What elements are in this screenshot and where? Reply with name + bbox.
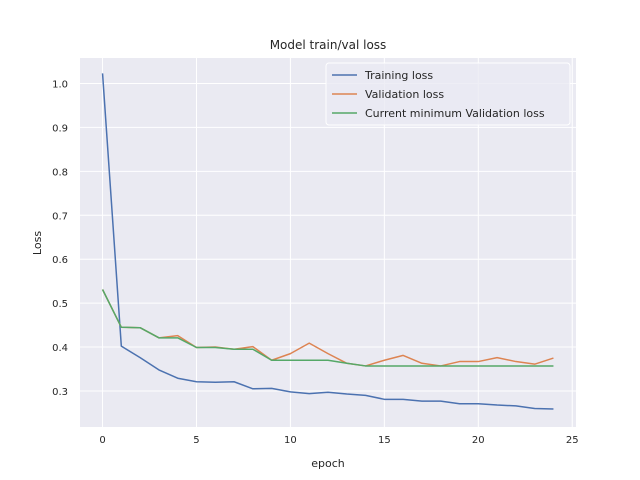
legend-entry-validation-loss: Validation loss: [332, 88, 444, 101]
legend-label: Validation loss: [365, 88, 444, 101]
y-tick-label: 1.0: [52, 79, 68, 90]
current-min-validation-loss-line: [101, 289, 554, 367]
x-tick-label: 20: [472, 435, 485, 446]
x-tick-label: 10: [284, 435, 297, 446]
legend-box: [325, 62, 571, 126]
y-tick-label: 0.6: [52, 255, 68, 266]
y-tick-label: 0.4: [52, 343, 68, 354]
y-tick-label: 0.7: [52, 211, 68, 222]
y-tick-label: 0.9: [52, 123, 68, 134]
y-tick-label: 0.3: [52, 387, 68, 398]
y-axis-label: Loss: [31, 231, 44, 255]
legend-entry-training-loss: Training loss: [332, 69, 433, 82]
x-axis-label: epoch: [311, 457, 345, 470]
validation-loss-line: [101, 289, 554, 367]
y-tick-label: 0.8: [52, 167, 68, 178]
legend-label: Training loss: [364, 69, 433, 82]
training-loss-line: [101, 73, 554, 410]
chart-title: Model train/val loss: [270, 38, 387, 52]
x-tick-label: 15: [378, 435, 391, 446]
legend-label: Current minimum Validation loss: [365, 107, 545, 120]
y-tick-label: 0.5: [52, 299, 68, 310]
legend-entry-current-min-validation-loss: Current minimum Validation loss: [332, 107, 545, 120]
x-tick-label: 25: [566, 435, 579, 446]
series-lines: [101, 73, 554, 410]
x-tick-label: 0: [99, 435, 105, 446]
legend: Training loss Validation loss Current mini…: [325, 62, 571, 126]
x-tick-label: 5: [193, 435, 199, 446]
tick-labels: 0 5 10 15 20 25 0.3 0.4 0.5 0.6 0.7 0.8 0.9 1.0: [52, 79, 579, 446]
